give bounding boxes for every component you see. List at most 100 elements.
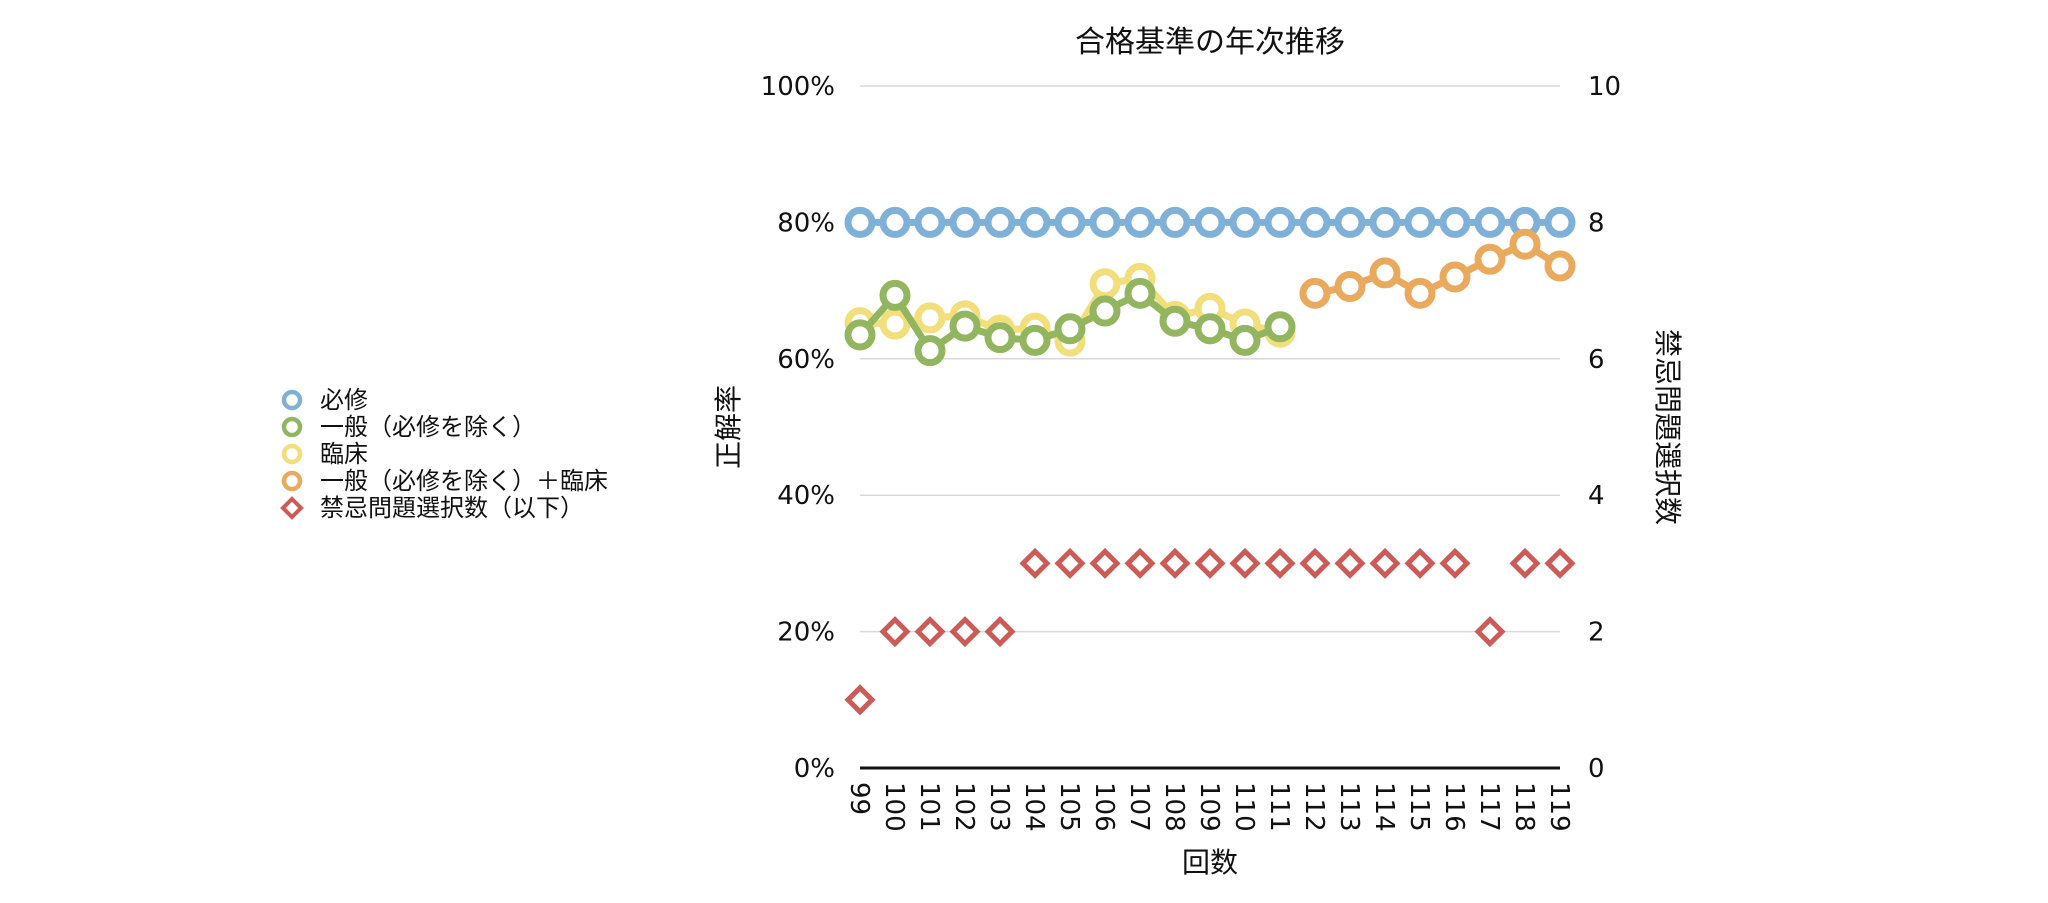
data-point bbox=[844, 206, 876, 238]
data-point bbox=[1439, 547, 1471, 579]
legend-label: 一般（必修を除く） bbox=[320, 413, 536, 441]
x-tick-label: 114 bbox=[1369, 782, 1399, 832]
data-point bbox=[879, 279, 911, 311]
y-right-tick-label: 2 bbox=[1588, 618, 1605, 648]
data-point bbox=[1299, 206, 1331, 238]
x-tick-label: 112 bbox=[1299, 782, 1329, 832]
x-tick-label: 108 bbox=[1159, 782, 1189, 832]
data-point bbox=[1334, 547, 1366, 579]
data-point bbox=[1194, 547, 1226, 579]
x-axis: 99 100 101 102 103 104 105 106 107 108 109 110 111 11… bbox=[844, 782, 1574, 832]
x-tick-label: 100 bbox=[879, 782, 909, 832]
data-point bbox=[1544, 250, 1576, 282]
data-point bbox=[1194, 313, 1226, 345]
y-left-tick-label: 40% bbox=[777, 481, 835, 511]
data-point bbox=[984, 616, 1016, 648]
legend-marker bbox=[280, 496, 304, 520]
series-一般（必修を除く） bbox=[844, 277, 1296, 367]
series-一般（必修を除く）＋臨床 bbox=[1299, 228, 1576, 309]
data-point bbox=[844, 684, 876, 716]
data-point bbox=[1229, 547, 1261, 579]
right-axis: 0 2 4 6 8 10 bbox=[1588, 72, 1621, 784]
data-point bbox=[1334, 206, 1366, 238]
data-point bbox=[1404, 277, 1436, 309]
data-point bbox=[914, 206, 946, 238]
x-tick-label: 103 bbox=[984, 782, 1014, 832]
legend-item: 一般（必修を除く） bbox=[281, 413, 536, 441]
y-left-tick-label: 20% bbox=[777, 618, 835, 648]
data-point bbox=[879, 308, 911, 340]
legend-label: 一般（必修を除く）＋臨床 bbox=[320, 467, 608, 495]
x-tick-label: 109 bbox=[1194, 782, 1224, 832]
data-point bbox=[1089, 547, 1121, 579]
data-point bbox=[1159, 305, 1191, 337]
y-left-tick-label: 100% bbox=[761, 72, 835, 102]
data-point bbox=[914, 335, 946, 367]
data-point bbox=[1089, 206, 1121, 238]
data-point bbox=[984, 322, 1016, 354]
legend-label: 臨床 bbox=[320, 440, 368, 468]
data-point bbox=[1159, 206, 1191, 238]
legend-item: 臨床 bbox=[281, 440, 368, 468]
data-point bbox=[1474, 616, 1506, 648]
data-point bbox=[1089, 268, 1121, 300]
data-point bbox=[1264, 547, 1296, 579]
data-point bbox=[1334, 271, 1366, 303]
series-禁忌問題選択数（以下） bbox=[844, 547, 1576, 716]
data-point bbox=[1019, 547, 1051, 579]
x-tick-label: 111 bbox=[1264, 782, 1294, 832]
x-tick-label: 101 bbox=[914, 782, 944, 832]
data-point bbox=[1439, 206, 1471, 238]
data-point bbox=[914, 302, 946, 334]
data-point bbox=[1194, 206, 1226, 238]
x-tick-label: 113 bbox=[1334, 782, 1364, 832]
data-point bbox=[949, 310, 981, 342]
data-point bbox=[1019, 206, 1051, 238]
data-point bbox=[879, 206, 911, 238]
data-point bbox=[949, 616, 981, 648]
data-point bbox=[1019, 324, 1051, 356]
legend-marker bbox=[281, 443, 303, 465]
y-left-tick-label: 0% bbox=[794, 754, 835, 784]
data-point bbox=[949, 206, 981, 238]
y-left-tick-label: 80% bbox=[777, 208, 835, 238]
x-tick-label: 104 bbox=[1019, 782, 1049, 832]
data-point bbox=[1404, 206, 1436, 238]
data-point bbox=[1054, 206, 1086, 238]
data-point bbox=[1544, 206, 1576, 238]
data-point bbox=[914, 616, 946, 648]
x-tick-label: 118 bbox=[1509, 782, 1539, 832]
data-point bbox=[1089, 295, 1121, 327]
data-point bbox=[1369, 257, 1401, 289]
legend-item: 禁忌問題選択数（以下） bbox=[280, 494, 584, 522]
legend-marker bbox=[281, 470, 303, 492]
x-tick-label: 106 bbox=[1089, 782, 1119, 832]
data-point bbox=[1124, 547, 1156, 579]
data-point bbox=[1439, 261, 1471, 293]
data-point bbox=[844, 319, 876, 351]
data-point bbox=[1544, 547, 1576, 579]
y-left-tick-label: 60% bbox=[777, 345, 835, 375]
data-point bbox=[1054, 313, 1086, 345]
data-point bbox=[1299, 547, 1331, 579]
data-point bbox=[984, 206, 1016, 238]
x-tick-label: 119 bbox=[1544, 782, 1574, 832]
x-tick-label: 110 bbox=[1229, 782, 1259, 832]
legend-marker bbox=[281, 389, 303, 411]
data-point bbox=[1509, 228, 1541, 260]
data-point bbox=[1509, 547, 1541, 579]
left-axis: 0% 20% 40% 60% 80% 100% bbox=[761, 72, 835, 784]
y-axis-left-title: 正解率 bbox=[712, 385, 745, 469]
y-axis-right-title: 禁忌問題選択数 bbox=[1651, 329, 1684, 525]
series-必修 bbox=[844, 206, 1576, 238]
y-right-tick-label: 10 bbox=[1588, 72, 1621, 102]
data-point bbox=[1264, 311, 1296, 343]
data-point bbox=[1124, 206, 1156, 238]
y-right-tick-label: 6 bbox=[1588, 345, 1605, 375]
series-layer bbox=[844, 206, 1576, 716]
legend-marker bbox=[281, 416, 303, 438]
data-point bbox=[1369, 547, 1401, 579]
x-tick-label: 115 bbox=[1404, 782, 1434, 832]
